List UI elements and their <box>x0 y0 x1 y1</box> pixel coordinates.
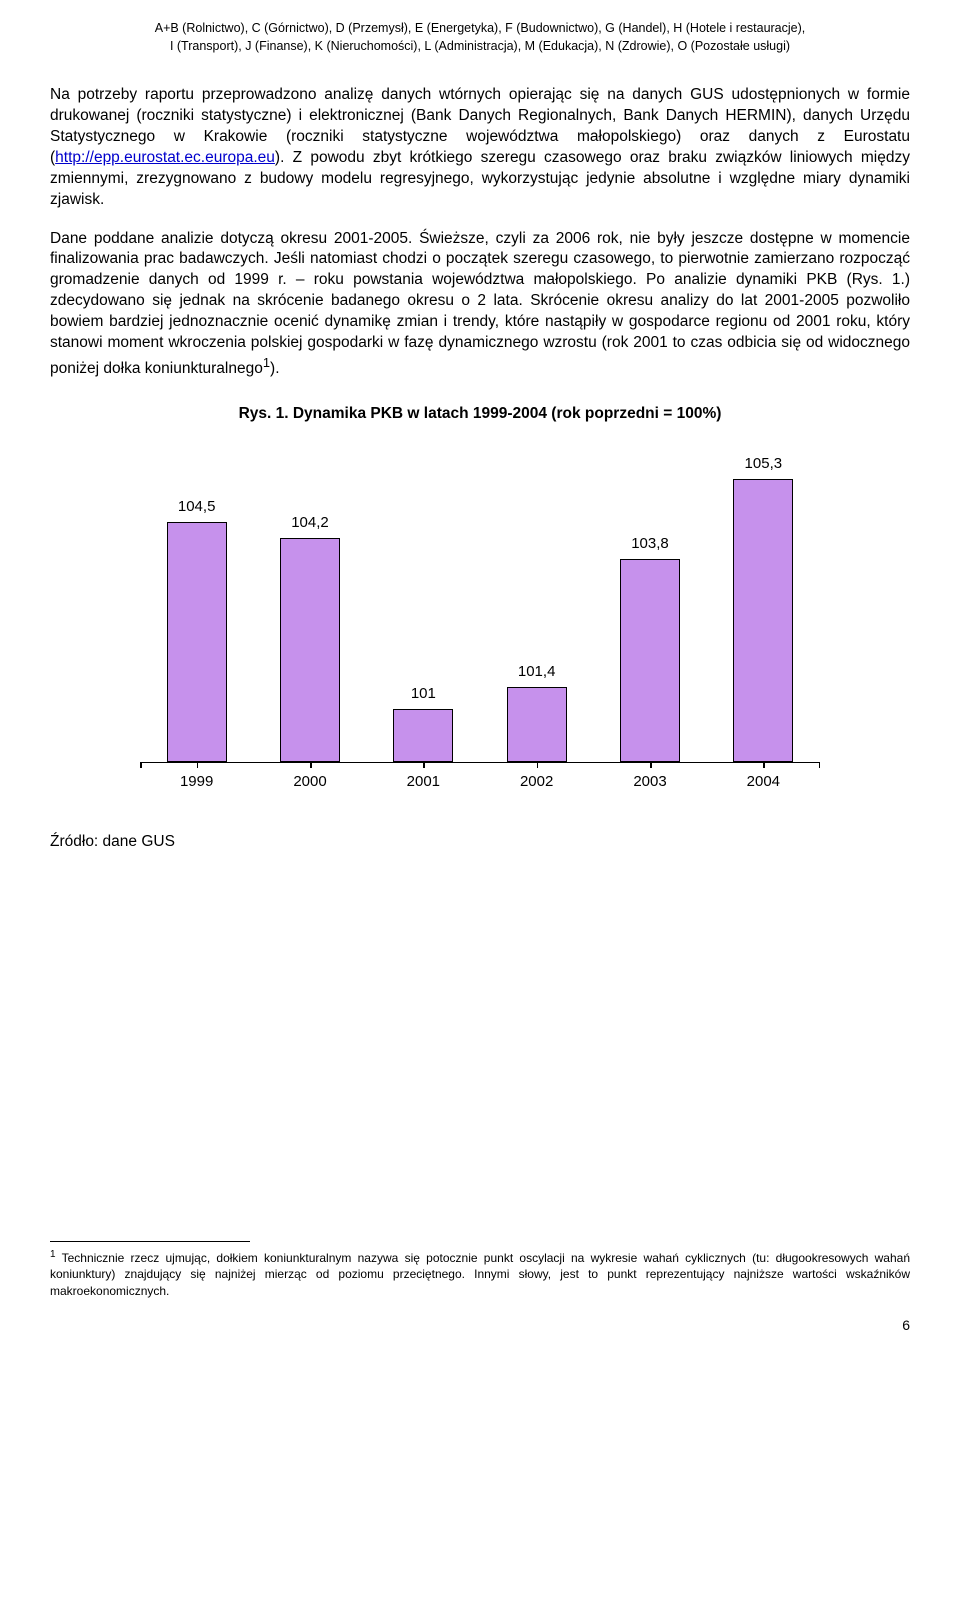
chart-source: Źródło: dane GUS <box>50 833 910 851</box>
para2-text: Dane poddane analizie dotyczą okresu 200… <box>50 230 910 378</box>
bar-value-label: 103,8 <box>590 535 710 552</box>
para2-end: ). <box>270 360 279 377</box>
paragraph-2: Dane poddane analizie dotyczą okresu 200… <box>50 229 910 381</box>
chart-title: Rys. 1. Dynamika PKB w latach 1999-2004 … <box>50 405 910 423</box>
x-axis-label: 2000 <box>260 773 360 790</box>
bar <box>393 709 453 762</box>
bar-chart: 104,51999104,220001012001101,42002103,82… <box>100 443 860 803</box>
bar-group: 101,42002 <box>507 687 567 762</box>
x-tick <box>537 762 539 768</box>
bar-group: 1012001 <box>393 709 453 762</box>
eurostat-link[interactable]: http://epp.eurostat.ec.europa.eu <box>55 149 275 166</box>
x-tick <box>197 762 199 768</box>
x-axis-label: 2003 <box>600 773 700 790</box>
header-categories: A+B (Rolnictwo), C (Górnictwo), D (Przem… <box>50 20 910 55</box>
page-number: 6 <box>50 1317 910 1333</box>
x-tick <box>423 762 425 768</box>
footnote-ref: 1 <box>263 355 270 370</box>
x-axis-label: 2001 <box>373 773 473 790</box>
bar <box>167 522 227 762</box>
bar-value-label: 104,5 <box>137 498 257 515</box>
x-tick <box>310 762 312 768</box>
x-axis-label: 2004 <box>713 773 813 790</box>
bar <box>733 479 793 762</box>
bar <box>507 687 567 762</box>
paragraph-1: Na potrzeby raportu przeprowadzono anali… <box>50 85 910 211</box>
plot-area: 104,51999 104,22000 1012001 101,42002 103,82… <box>140 443 820 763</box>
bar-value-label: 101,4 <box>477 663 597 680</box>
bar-group: 104,22000 <box>280 538 340 762</box>
x-axis-label: 1999 <box>147 773 247 790</box>
chart-container: 104,51999104,220001012001101,42002103,82… <box>100 443 860 803</box>
bar-value-label: 104,2 <box>250 514 370 531</box>
x-axis-label: 2002 <box>487 773 587 790</box>
footnote-text: Technicznie rzecz ujmując, dołkiem koniu… <box>50 1251 910 1297</box>
bar-group: 104,51999 <box>167 522 227 762</box>
footnote-separator <box>50 1241 250 1242</box>
x-tick <box>763 762 765 768</box>
bar-group: 103,82003 <box>620 559 680 762</box>
header-line2: I (Transport), J (Finanse), K (Nieruchom… <box>170 39 790 53</box>
bar-value-label: 101 <box>363 685 483 702</box>
bar-value-label: 105,3 <box>703 455 823 472</box>
bar-group: 105,32004 <box>733 479 793 762</box>
bar <box>280 538 340 762</box>
bar <box>620 559 680 762</box>
header-line1: A+B (Rolnictwo), C (Górnictwo), D (Przem… <box>155 21 806 35</box>
footnote: 1 Technicznie rzecz ujmując, dołkiem kon… <box>50 1248 910 1299</box>
x-tick <box>650 762 652 768</box>
